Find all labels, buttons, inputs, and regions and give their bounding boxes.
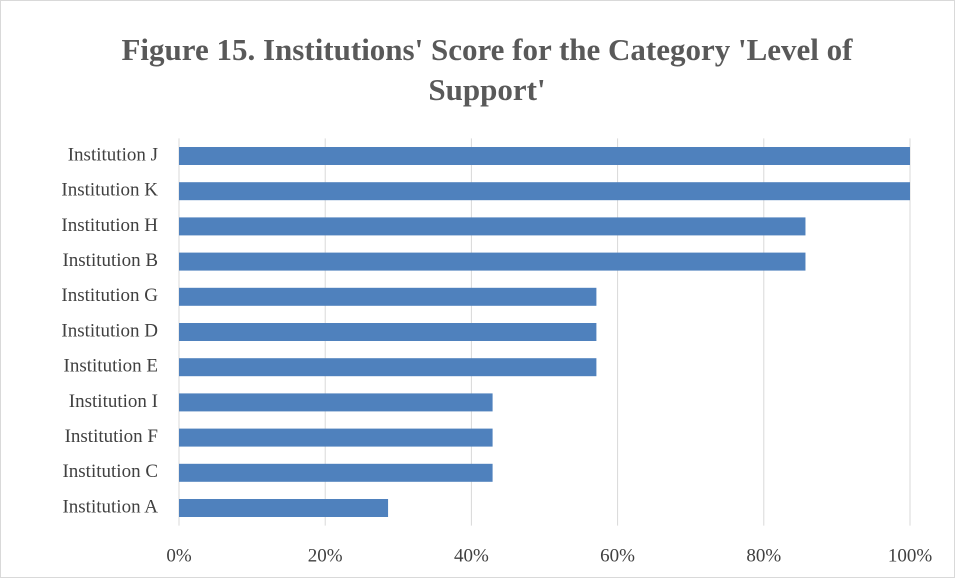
y-tick-label: Institution K (61, 180, 158, 201)
y-tick-label: Institution F (65, 426, 158, 447)
bar (179, 252, 806, 271)
bar (179, 147, 910, 165)
bar (179, 428, 493, 447)
bar (179, 499, 389, 517)
bar (179, 358, 597, 377)
bar (179, 217, 806, 236)
x-tick-label: 20% (308, 545, 343, 566)
y-tick-label: Institution E (64, 356, 158, 377)
x-tick-label: 100% (888, 545, 933, 566)
bar (179, 182, 910, 201)
y-tick-label: Institution G (61, 285, 158, 306)
x-tick-label: 40% (454, 545, 489, 566)
x-tick-label: 80% (746, 545, 781, 566)
y-tick-label: Institution I (69, 391, 158, 412)
bar (179, 323, 597, 341)
chart-title: Figure 15. Institutions' Score for the C… (121, 32, 853, 107)
y-tick-label: Institution D (61, 320, 158, 341)
x-tick-label: 60% (600, 545, 635, 566)
x-tick-label: 0% (166, 545, 192, 566)
bar (179, 287, 597, 306)
y-tick-label: Institution J (68, 144, 158, 165)
y-tick-label: Institution B (62, 250, 158, 271)
bar (179, 463, 493, 482)
y-tick-label: Institution H (61, 215, 158, 236)
bar (179, 393, 493, 412)
y-tick-label: Institution A (62, 496, 158, 517)
y-tick-label: Institution C (62, 461, 158, 482)
